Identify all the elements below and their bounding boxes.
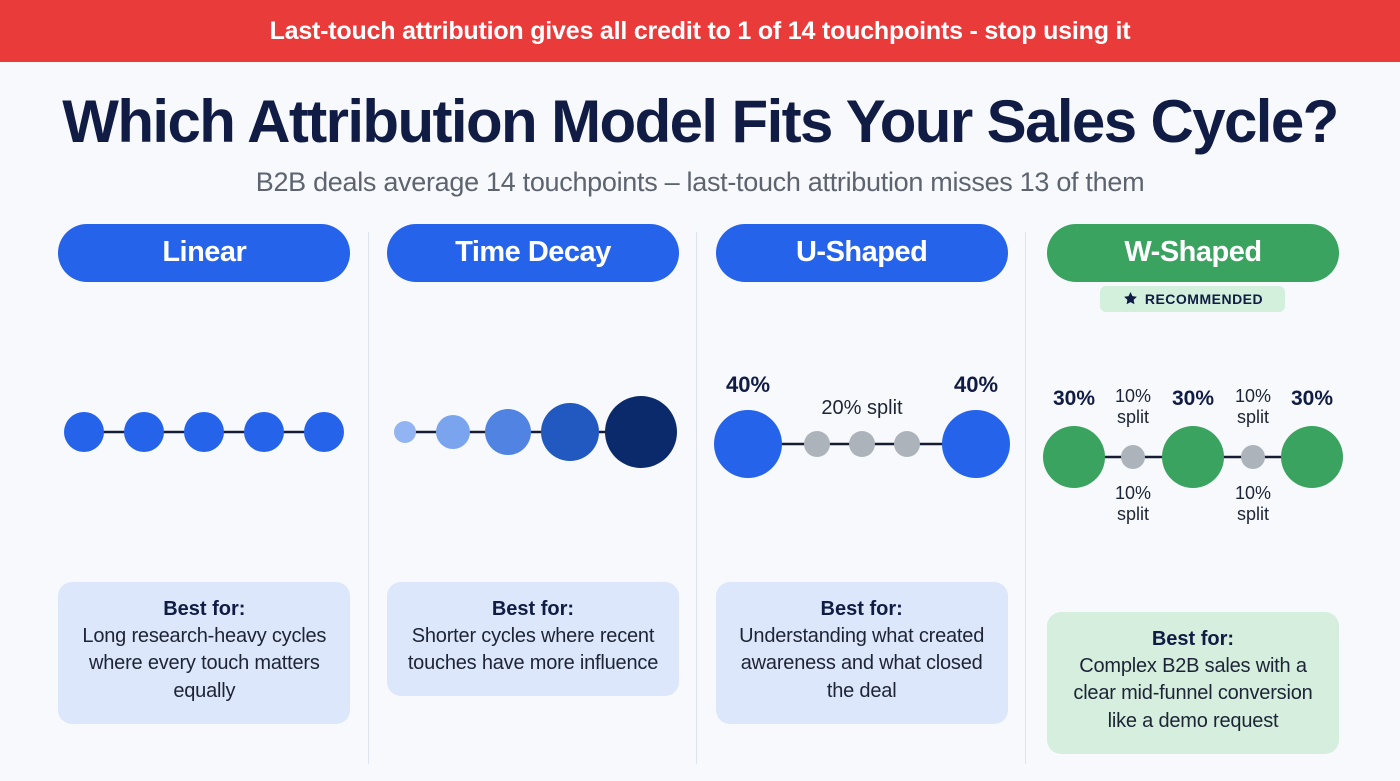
model-pill-label: Linear xyxy=(162,236,247,269)
diagram-time-decay xyxy=(381,282,686,582)
touchpoint-node xyxy=(124,411,165,452)
touchpoint-node xyxy=(540,402,599,461)
node-weight-label: 30% xyxy=(1172,387,1214,410)
time-decay-chain-svg xyxy=(393,395,677,468)
split-label-bottom: 10% split xyxy=(1235,483,1271,524)
touchpoint-node-first xyxy=(713,409,782,478)
linear-chain-svg xyxy=(64,411,345,452)
touchpoint-node xyxy=(64,411,105,452)
model-pill-label: Time Decay xyxy=(455,236,611,269)
star-icon xyxy=(1123,292,1137,305)
bestfor-text: Shorter cycles where recent touches have… xyxy=(407,624,659,675)
touchpoint-node xyxy=(184,411,225,452)
model-column-linear: Linear Best for: Long research-heavy cyc… xyxy=(40,223,369,754)
alert-banner: Last-touch attribution gives all credit … xyxy=(0,0,1400,62)
bestfor-card-linear: Best for: Long research-heavy cycles whe… xyxy=(58,581,351,724)
touchpoint-node-split xyxy=(1120,445,1145,470)
page-title: Which Attribution Model Fits Your Sales … xyxy=(62,88,1339,155)
touchpoint-node xyxy=(484,408,531,455)
alert-banner-text: Last-touch attribution gives all credit … xyxy=(269,16,1131,45)
touchpoint-node-last xyxy=(941,409,1010,478)
bestfor-text: Complex B2B sales with a clear mid-funne… xyxy=(1073,654,1313,732)
split-label-top: 10% split xyxy=(1115,386,1151,427)
model-column-w-shaped: W-Shaped RECOMMENDED 30% 30% 30% 10% spli… xyxy=(1024,223,1360,764)
touchpoint-node-first xyxy=(1042,426,1105,489)
page-subtitle: B2B deals average 14 touchpoints – last-… xyxy=(255,166,1145,197)
touchpoint-node-split xyxy=(1240,445,1265,470)
diagram-u-shaped: 40% 40% 20% split xyxy=(709,282,1014,582)
touchpoint-node xyxy=(393,420,416,443)
bestfor-card-time-decay: Best for: Shorter cycles where recent to… xyxy=(386,581,679,696)
touchpoint-node-middle xyxy=(803,430,830,457)
touchpoint-node xyxy=(304,411,345,452)
models-grid: Linear Best for: Long research-heavy cyc… xyxy=(0,223,1400,764)
touchpoint-node xyxy=(604,395,677,468)
touchpoint-node-last xyxy=(1280,426,1343,489)
touchpoint-node xyxy=(435,414,470,449)
w-shaped-chain-svg: 30% 30% 30% 10% split 10% split 10% split 1… xyxy=(1042,386,1343,524)
model-pill-w-shaped[interactable]: W-Shaped xyxy=(1046,223,1339,282)
u-shaped-chain-svg: 40% 40% 20% split xyxy=(713,372,1010,478)
bestfor-card-w-shaped: Best for: Complex B2B sales with a clear… xyxy=(1046,611,1339,754)
touchpoint-node-mid xyxy=(1161,426,1224,489)
split-label-top: 10% split xyxy=(1235,386,1271,427)
bestfor-title: Best for: xyxy=(163,597,246,620)
model-pill-label: U-Shaped xyxy=(795,236,928,269)
bestfor-text: Long research-heavy cycles where every t… xyxy=(82,624,327,702)
model-pill-u-shaped[interactable]: U-Shaped xyxy=(715,223,1008,282)
diagram-w-shaped: 30% 30% 30% 10% split 10% split 10% split 1… xyxy=(1038,312,1348,612)
bestfor-title: Best for: xyxy=(491,597,575,620)
touchpoint-node-middle xyxy=(893,430,920,457)
model-pill-label: W-Shaped xyxy=(1124,236,1262,269)
model-column-time-decay: Time Decay Best for: Shorter cycles wher… xyxy=(367,223,698,764)
node-weight-label: 30% xyxy=(1291,387,1333,410)
model-column-u-shaped: U-Shaped 40% 40% 20% split Best for: Und… xyxy=(696,223,1026,764)
model-pill-linear[interactable]: Linear xyxy=(58,223,351,282)
bestfor-text: Understanding what created awareness and… xyxy=(739,624,985,702)
touchpoint-node-middle xyxy=(848,430,875,457)
node-weight-label: 40% xyxy=(726,372,770,397)
node-weight-label: 40% xyxy=(954,372,998,397)
node-weight-label: 30% xyxy=(1053,387,1095,410)
split-label-bottom: 10% split xyxy=(1115,483,1151,524)
headline-block: Which Attribution Model Fits Your Sales … xyxy=(0,62,1400,198)
recommended-badge: RECOMMENDED xyxy=(1100,285,1286,312)
bestfor-title: Best for: xyxy=(1151,627,1235,650)
diagram-linear xyxy=(52,282,357,582)
bestfor-title: Best for: xyxy=(820,597,903,620)
middle-split-label: 20% split xyxy=(821,397,903,419)
touchpoint-node xyxy=(244,411,285,452)
bestfor-card-u-shaped: Best for: Understanding what created awa… xyxy=(715,581,1008,724)
model-pill-time-decay[interactable]: Time Decay xyxy=(386,223,679,282)
recommended-badge-label: RECOMMENDED xyxy=(1144,290,1264,307)
